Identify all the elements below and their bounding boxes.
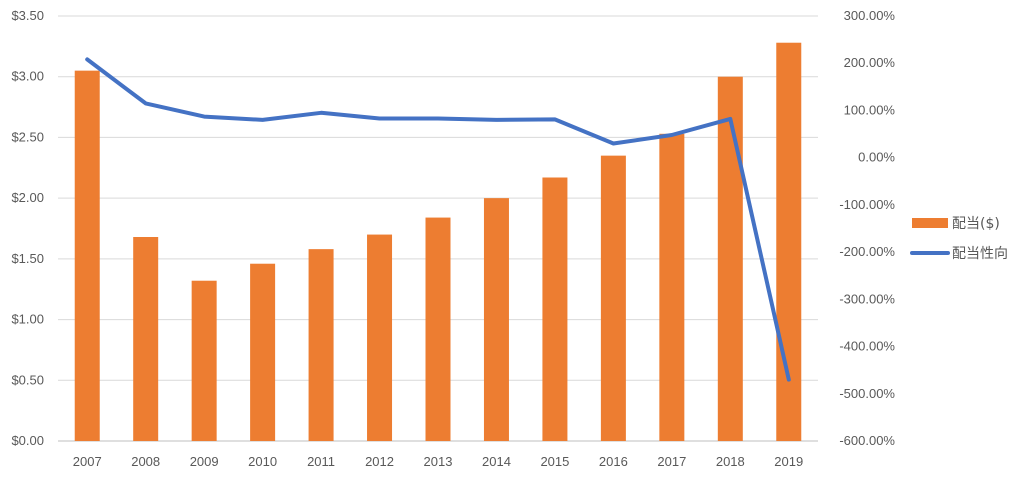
bar-2013	[425, 217, 451, 441]
right-axis-ticks: -600.00% -500.00% -400.00% -300.00% -200.00%…	[839, 8, 895, 448]
x-tick-label: 2008	[131, 454, 160, 469]
bar-2017	[659, 133, 685, 442]
legend-label: 配当性向	[952, 246, 1008, 262]
bar-2012	[367, 234, 393, 441]
x-axis-ticks: 2007 2008 2009 2010 2011 2012 2013 2014 2015 2016…	[73, 454, 803, 469]
x-tick-label: 2019	[774, 454, 803, 469]
bar-2018	[717, 76, 743, 441]
bar-2007	[74, 70, 100, 442]
x-tick-label: 2016	[599, 454, 628, 469]
bar-2011	[308, 249, 334, 441]
x-tick-label: 2011	[307, 454, 335, 469]
right-tick-label: -100.00%	[839, 197, 895, 212]
x-tick-label: 2009	[190, 454, 219, 469]
right-tick-label: 200.00%	[844, 55, 896, 70]
bar-2008	[133, 237, 159, 441]
dividend-bars	[74, 42, 802, 442]
x-tick-label: 2013	[424, 454, 453, 469]
left-tick-label: $1.00	[11, 312, 44, 327]
left-tick-label: $3.00	[11, 69, 44, 84]
right-tick-label: -600.00%	[839, 433, 895, 448]
legend-swatch-bar	[912, 218, 948, 228]
left-tick-label: $3.50	[11, 8, 44, 23]
right-tick-label: -400.00%	[839, 339, 895, 354]
x-tick-label: 2010	[248, 454, 277, 469]
x-tick-label: 2007	[73, 454, 102, 469]
x-tick-label: 2018	[716, 454, 745, 469]
right-tick-label: 100.00%	[844, 102, 896, 117]
right-tick-label: -500.00%	[839, 386, 895, 401]
legend: 配当($) 配当性向	[910, 216, 1008, 262]
left-tick-label: $1.50	[11, 251, 44, 266]
left-tick-label: $0.00	[11, 433, 44, 448]
left-axis-ticks: $0.00 $0.50 $1.00 $1.50 $2.00 $2.50 $3.00 $3.50	[11, 8, 44, 448]
payout-ratio-line	[85, 57, 791, 382]
right-tick-label: 300.00%	[844, 8, 896, 23]
legend-label: 配当($)	[952, 216, 1000, 232]
right-tick-label: 0.00%	[858, 150, 895, 165]
bar-2016	[600, 155, 626, 441]
left-tick-label: $2.50	[11, 129, 44, 144]
x-tick-label: 2017	[657, 454, 686, 469]
x-tick-label: 2014	[482, 454, 511, 469]
right-tick-label: -200.00%	[839, 244, 895, 259]
x-tick-label: 2015	[540, 454, 569, 469]
bar-2010	[250, 263, 276, 441]
bar-2009	[191, 280, 217, 441]
x-tick-label: 2012	[365, 454, 394, 469]
right-tick-label: -300.00%	[839, 291, 895, 306]
bar-2015	[542, 177, 568, 441]
left-tick-label: $0.50	[11, 372, 44, 387]
left-tick-label: $2.00	[11, 190, 44, 205]
bar-2014	[483, 198, 509, 441]
